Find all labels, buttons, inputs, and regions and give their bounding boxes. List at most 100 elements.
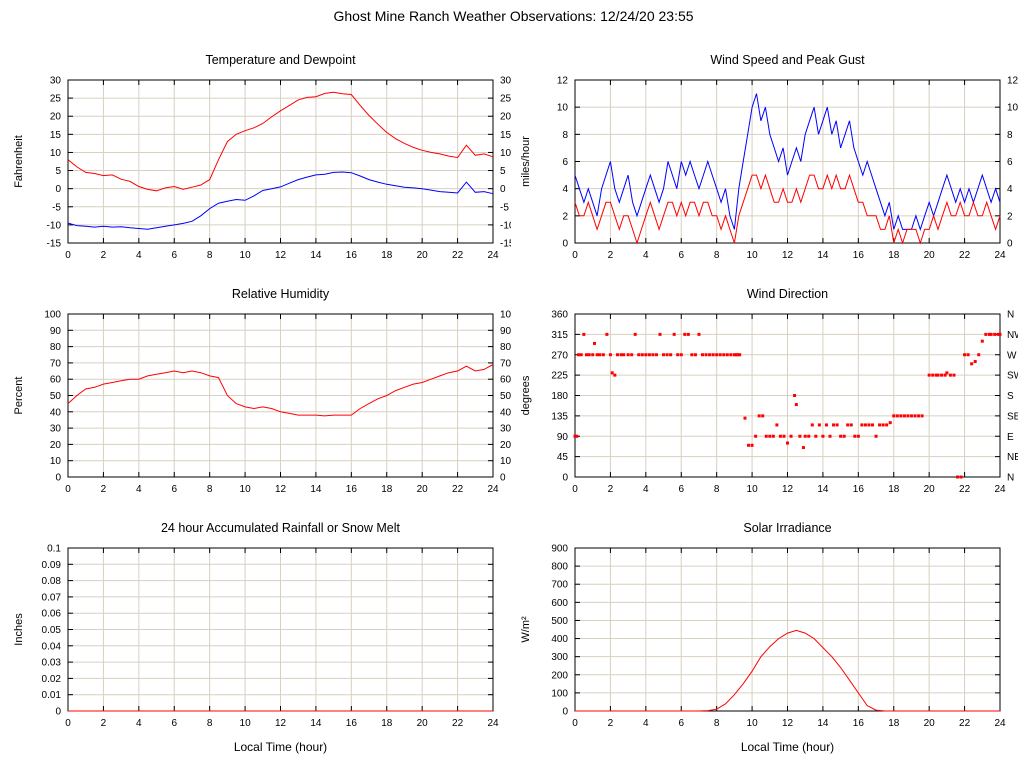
svg-text:Local Time (hour): Local Time (hour) (234, 740, 327, 754)
svg-text:20: 20 (417, 484, 429, 495)
svg-text:20: 20 (924, 718, 936, 729)
svg-text:0: 0 (1007, 239, 1013, 250)
svg-text:8: 8 (207, 250, 213, 261)
svg-text:5: 5 (55, 166, 61, 177)
svg-text:N: N (1007, 310, 1014, 321)
svg-text:22: 22 (959, 718, 971, 729)
svg-text:20: 20 (500, 112, 511, 123)
svg-text:Percent: Percent (13, 377, 25, 415)
svg-text:10: 10 (500, 148, 511, 159)
svg-text:400: 400 (551, 634, 568, 645)
svg-text:12: 12 (782, 718, 794, 729)
svg-text:16: 16 (346, 250, 358, 261)
svg-text:70: 70 (50, 358, 62, 369)
svg-text:miles/hour: miles/hour (520, 136, 532, 187)
svg-text:300: 300 (551, 652, 568, 663)
svg-text:SW: SW (1007, 371, 1018, 382)
svg-text:14: 14 (817, 484, 829, 495)
svg-text:16: 16 (853, 250, 865, 261)
svg-text:90: 90 (500, 326, 511, 337)
svg-text:8: 8 (714, 484, 720, 495)
svg-text:0: 0 (65, 484, 71, 495)
svg-text:Local Time (hour): Local Time (hour) (741, 740, 834, 754)
svg-text:22: 22 (452, 484, 464, 495)
svg-text:0.1: 0.1 (47, 544, 61, 555)
svg-text:2: 2 (101, 484, 107, 495)
chart-temperature-dewpoint: 024681012141618202224-15-15-10-10-5-5005… (6, 46, 511, 279)
svg-text:500: 500 (551, 616, 568, 627)
chart-canvas-rainfall: 0 2 4 6 8 10 12 14 16 18 20 22 2400.010.020.030.040.… (13, 521, 499, 754)
svg-text:6: 6 (171, 484, 177, 495)
svg-text:40: 40 (50, 407, 62, 418)
svg-text:24: 24 (994, 718, 1006, 729)
svg-text:0: 0 (55, 184, 61, 195)
svg-text:0.06: 0.06 (42, 609, 62, 620)
svg-text:70: 70 (500, 358, 511, 369)
svg-text:0.04: 0.04 (42, 641, 62, 652)
svg-text:0.02: 0.02 (42, 674, 62, 685)
svg-text:0.03: 0.03 (42, 658, 62, 669)
svg-text:0: 0 (65, 718, 71, 729)
svg-text:-15: -15 (500, 239, 511, 250)
svg-text:-15: -15 (47, 239, 62, 250)
svg-text:14: 14 (817, 718, 829, 729)
svg-text:20: 20 (417, 718, 429, 729)
svg-text:30: 30 (500, 424, 511, 435)
svg-text:0: 0 (500, 473, 506, 484)
svg-text:2: 2 (608, 250, 614, 261)
svg-text:18: 18 (888, 718, 900, 729)
svg-text:315: 315 (551, 330, 568, 341)
svg-text:10: 10 (50, 456, 62, 467)
chart-wind-direction: 0 2 4 6 8 10 12 14 16 18 20 22 24 0 45 90 135 180 225 270 31… (513, 280, 1018, 513)
svg-text:20: 20 (924, 250, 936, 261)
svg-text:0.08: 0.08 (42, 576, 62, 587)
svg-text:12: 12 (275, 484, 287, 495)
svg-text:15: 15 (500, 130, 511, 141)
svg-text:0.01: 0.01 (42, 690, 62, 701)
svg-text:12: 12 (782, 484, 794, 495)
svg-text:-10: -10 (47, 220, 62, 231)
svg-text:45: 45 (557, 452, 569, 463)
weather-dashboard: Ghost Mine Ranch Weather Observations: 1… (0, 8, 1027, 780)
svg-text:22: 22 (452, 718, 464, 729)
svg-text:30: 30 (50, 424, 62, 435)
svg-text:4: 4 (136, 250, 142, 261)
svg-text:24: 24 (994, 250, 1006, 261)
svg-text:20: 20 (500, 440, 511, 451)
svg-text:10: 10 (240, 250, 252, 261)
chart-solar-irradiance: 0 2 4 6 8 10 12 14 16 18 20 22 24 0 100 200 300 400 500 600… (513, 514, 1018, 764)
svg-text:0.05: 0.05 (42, 625, 62, 636)
svg-text:Inches: Inches (13, 613, 25, 646)
svg-text:Fahrenheit: Fahrenheit (13, 135, 25, 188)
svg-text:20: 20 (50, 112, 62, 123)
svg-text:18: 18 (888, 484, 900, 495)
svg-text:12: 12 (275, 718, 287, 729)
chart-relative-humidity: 0 2 4 6 8 10 12 14 16 18 20 22 24 0 0 10 10 20 20 30 30 40 40 5… (6, 280, 511, 513)
svg-text:0: 0 (500, 184, 506, 195)
svg-text:16: 16 (853, 484, 865, 495)
svg-text:14: 14 (310, 484, 322, 495)
svg-text:8: 8 (562, 130, 568, 141)
svg-text:12: 12 (557, 76, 569, 87)
svg-text:12: 12 (275, 250, 287, 261)
svg-text:700: 700 (551, 580, 568, 591)
svg-text:0: 0 (562, 239, 568, 250)
svg-text:100: 100 (500, 310, 511, 321)
svg-text:6: 6 (678, 484, 684, 495)
svg-text:10: 10 (240, 718, 252, 729)
svg-text:24: 24 (487, 250, 499, 261)
svg-text:2: 2 (101, 250, 107, 261)
svg-text:80: 80 (50, 342, 62, 353)
svg-text:2: 2 (101, 718, 107, 729)
svg-text:4: 4 (562, 184, 568, 195)
page-title: Ghost Mine Ranch Weather Observations: 1… (333, 8, 694, 24)
svg-text:40: 40 (500, 407, 511, 418)
svg-text:800: 800 (551, 562, 568, 573)
svg-text:60: 60 (50, 375, 62, 386)
svg-text:4: 4 (643, 484, 649, 495)
svg-text:degrees: degrees (520, 375, 532, 415)
svg-text:10: 10 (557, 103, 569, 114)
svg-text:10: 10 (747, 250, 759, 261)
svg-text:270: 270 (551, 350, 568, 361)
